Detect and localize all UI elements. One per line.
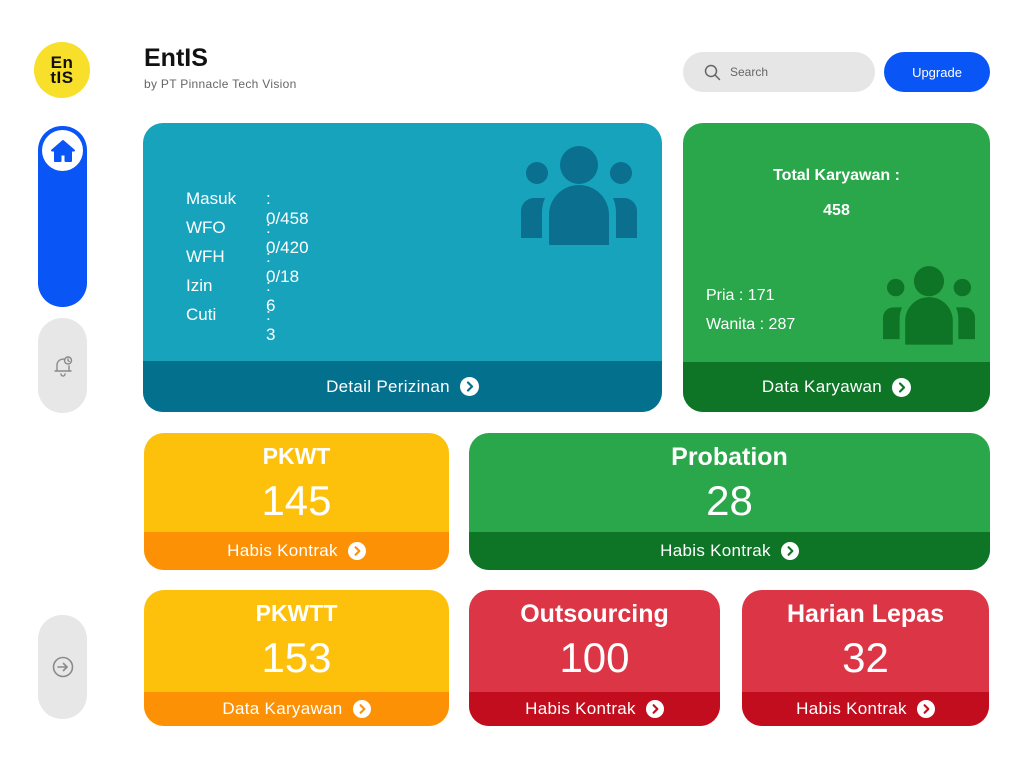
pkwt-habis-kontrak-link[interactable]: Habis Kontrak	[144, 532, 449, 570]
bell-clock-icon	[53, 355, 72, 377]
search-icon	[704, 64, 721, 80]
attendance-card: Masuk : 0/458 WFO : 0/420 WFH : 0/18 Izin : 6 Cu…	[143, 123, 662, 412]
probation-card: Probation 28 Habis Kontrak	[469, 433, 990, 570]
arrow-right-icon	[780, 542, 799, 560]
gender-breakdown: Pria : 171 Wanita : 287	[706, 287, 795, 345]
search-input[interactable]	[730, 65, 860, 79]
people-group-icon	[883, 266, 975, 345]
card-title: PKWTT	[255, 600, 338, 626]
sidebar-item-notifications[interactable]	[38, 318, 87, 413]
attendance-value: : 3	[266, 305, 276, 344]
arrow-right-icon	[347, 542, 366, 560]
card-value: 153	[261, 634, 332, 681]
footer-label: Data Karyawan	[761, 377, 883, 396]
detail-perizinan-link[interactable]: Detail Perizinan	[143, 361, 662, 412]
footer-label: Habis Kontrak	[525, 699, 636, 718]
footer-label: Detail Perizinan	[326, 376, 450, 396]
total-employees-card: Total Karyawan : 458 Pria : 171 Wanita :…	[683, 123, 990, 412]
attendance-value: : 6	[266, 276, 276, 315]
data-karyawan-link[interactable]: Data Karyawan	[683, 362, 990, 412]
harian-lepas-habis-kontrak-link[interactable]: Habis Kontrak	[742, 692, 989, 726]
attendance-value: : 0/420	[266, 218, 309, 257]
arrow-right-icon	[916, 700, 935, 718]
male-count: Pria : 171	[706, 287, 775, 304]
attendance-label: Masuk	[186, 189, 237, 208]
attendance-value: : 0/458	[266, 189, 309, 228]
arrow-right-icon	[892, 377, 912, 397]
attendance-label: Izin	[186, 276, 213, 295]
card-value: 28	[706, 477, 753, 524]
pkwtt-card: PKWTT 153 Data Karyawan	[144, 590, 449, 726]
arrow-right-icon	[352, 700, 371, 718]
arrow-right-icon	[645, 700, 664, 718]
total-title: Total Karyawan :	[773, 167, 900, 184]
pkwt-card: PKWT 145 Habis Kontrak	[144, 433, 449, 570]
arrow-right-icon	[459, 377, 479, 396]
home-icon	[50, 139, 75, 162]
app-logo: En tIS	[34, 42, 90, 98]
footer-label: Habis Kontrak	[660, 541, 771, 560]
attendance-label: WFO	[186, 218, 226, 237]
sidebar-item-logout[interactable]	[38, 615, 87, 719]
attendance-value: : 0/18	[266, 247, 300, 286]
card-title: Probation	[671, 443, 788, 471]
card-title: PKWT	[262, 443, 331, 469]
home-icon-circle	[42, 130, 83, 171]
card-value: 32	[842, 634, 889, 681]
outsourcing-card: Outsourcing 100 Habis Kontrak	[469, 590, 720, 726]
footer-label: Data Karyawan	[222, 699, 343, 718]
total-value: 458	[823, 202, 850, 219]
card-title: Harian Lepas	[786, 600, 944, 628]
card-title: Outsourcing	[520, 600, 669, 628]
card-value: 100	[559, 634, 630, 681]
attendance-label: Cuti	[186, 305, 217, 324]
logo-text-line1: En	[50, 53, 74, 72]
outsourcing-habis-kontrak-link[interactable]: Habis Kontrak	[469, 692, 720, 726]
upgrade-button[interactable]: Upgrade	[884, 52, 990, 92]
logout-icon	[52, 656, 73, 678]
pkwtt-data-karyawan-link[interactable]: Data Karyawan	[144, 692, 449, 726]
page-title: EntIS	[144, 44, 208, 72]
footer-label: Habis Kontrak	[796, 699, 907, 718]
page-subtitle: by PT Pinnacle Tech Vision	[144, 77, 297, 91]
probation-habis-kontrak-link[interactable]: Habis Kontrak	[469, 532, 990, 570]
sidebar-item-home[interactable]	[38, 126, 87, 307]
female-count: Wanita : 287	[706, 316, 796, 333]
people-group-icon	[521, 146, 637, 245]
search-box[interactable]	[683, 52, 875, 92]
footer-label: Habis Kontrak	[227, 541, 338, 560]
attendance-label: WFH	[186, 247, 225, 266]
card-value: 145	[261, 477, 332, 524]
harian-lepas-card: Harian Lepas 32 Habis Kontrak	[742, 590, 989, 726]
logo-text-line2: tIS	[50, 68, 74, 87]
